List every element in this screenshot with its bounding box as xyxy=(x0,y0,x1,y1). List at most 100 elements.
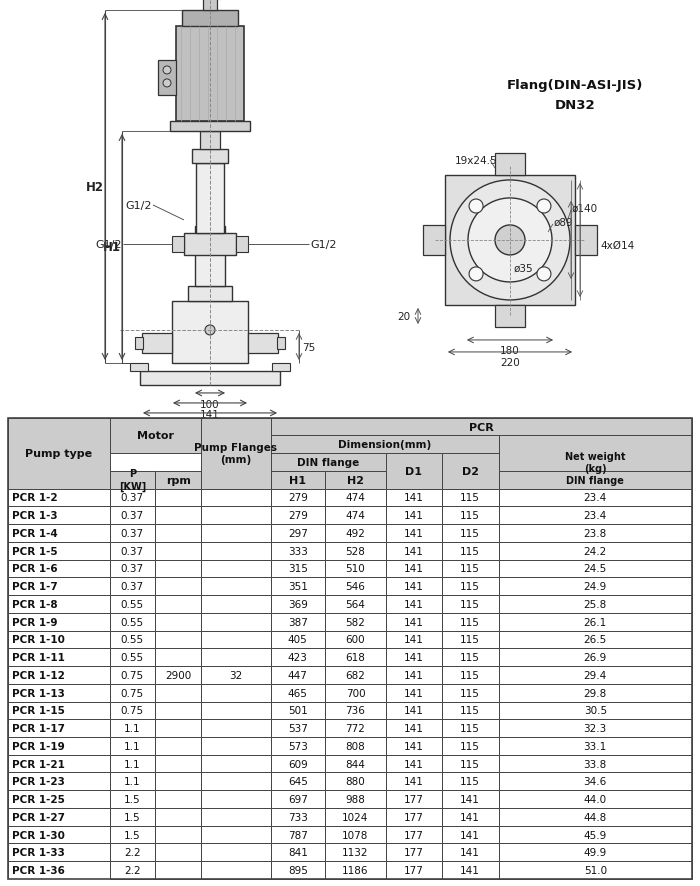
Text: 115: 115 xyxy=(461,705,480,716)
Bar xyxy=(499,525,692,542)
Text: 141: 141 xyxy=(404,758,424,769)
Text: 4xØ14: 4xØ14 xyxy=(600,241,634,251)
Text: PCR 1-9: PCR 1-9 xyxy=(13,617,58,627)
Text: 141: 141 xyxy=(404,723,424,734)
Text: 177: 177 xyxy=(404,865,424,875)
Bar xyxy=(499,471,692,489)
Text: 2.2: 2.2 xyxy=(124,847,141,858)
Text: 141: 141 xyxy=(200,409,220,419)
Text: 250: 250 xyxy=(200,419,220,430)
Bar xyxy=(442,666,499,684)
Bar xyxy=(109,719,155,737)
Text: 177: 177 xyxy=(404,829,424,840)
Bar xyxy=(8,666,109,684)
Text: 1.1: 1.1 xyxy=(124,758,141,769)
Bar xyxy=(8,542,109,560)
Bar xyxy=(271,471,325,489)
Bar xyxy=(271,542,325,560)
Bar xyxy=(271,719,325,737)
Bar xyxy=(325,666,386,684)
Text: 220: 220 xyxy=(500,358,520,368)
Bar xyxy=(176,27,244,121)
Bar xyxy=(499,826,692,843)
Bar xyxy=(158,61,176,96)
Text: 0.75: 0.75 xyxy=(121,688,144,698)
Bar xyxy=(271,861,325,879)
Text: 880: 880 xyxy=(346,776,365,787)
Text: 1132: 1132 xyxy=(342,847,369,858)
Text: G1/2: G1/2 xyxy=(310,240,337,250)
Bar xyxy=(109,826,155,843)
Bar xyxy=(325,631,386,649)
Bar xyxy=(442,737,499,755)
Bar xyxy=(499,542,692,560)
Text: 736: 736 xyxy=(346,705,365,716)
Text: PCR 1-19: PCR 1-19 xyxy=(13,741,65,751)
Bar xyxy=(201,578,271,595)
Bar xyxy=(155,613,201,631)
Bar xyxy=(325,826,386,843)
Bar xyxy=(201,702,271,719)
Bar xyxy=(155,471,201,489)
Bar xyxy=(325,773,386,790)
Bar xyxy=(8,790,109,808)
Text: 1.5: 1.5 xyxy=(124,794,141,804)
Bar xyxy=(201,489,271,507)
Text: 23.4: 23.4 xyxy=(584,493,607,503)
Bar xyxy=(109,773,155,790)
Bar xyxy=(499,808,692,826)
Bar xyxy=(8,418,109,489)
Text: 141: 141 xyxy=(404,546,424,556)
Text: 24.5: 24.5 xyxy=(584,563,607,574)
Bar xyxy=(271,631,325,649)
Text: 141: 141 xyxy=(461,865,480,875)
Bar xyxy=(271,702,325,719)
Text: 115: 115 xyxy=(461,563,480,574)
Bar xyxy=(271,826,325,843)
Bar xyxy=(155,578,201,595)
Bar xyxy=(109,507,155,525)
Bar xyxy=(201,649,271,666)
Bar xyxy=(271,595,325,613)
Bar xyxy=(8,773,109,790)
Bar xyxy=(8,631,109,649)
Bar xyxy=(271,578,325,595)
Text: 19x24.5: 19x24.5 xyxy=(455,156,498,166)
Text: PCR 1-30: PCR 1-30 xyxy=(13,829,65,840)
Bar xyxy=(442,631,499,649)
Text: 492: 492 xyxy=(346,528,365,539)
Bar xyxy=(499,631,692,649)
Text: 0.37: 0.37 xyxy=(121,546,144,556)
Bar xyxy=(109,755,155,773)
Bar xyxy=(325,471,386,489)
Text: 177: 177 xyxy=(404,847,424,858)
Bar xyxy=(386,773,442,790)
Text: 49.9: 49.9 xyxy=(584,847,607,858)
Bar xyxy=(325,578,386,595)
Bar xyxy=(325,684,386,702)
Bar xyxy=(155,666,201,684)
Bar xyxy=(325,595,386,613)
Text: 474: 474 xyxy=(346,510,365,521)
Text: 0.55: 0.55 xyxy=(121,634,144,645)
Circle shape xyxy=(163,66,171,74)
Text: 697: 697 xyxy=(288,794,308,804)
Text: 115: 115 xyxy=(461,723,480,734)
Bar xyxy=(325,613,386,631)
Bar xyxy=(201,418,271,489)
Text: 1.1: 1.1 xyxy=(124,723,141,734)
Text: 0.37: 0.37 xyxy=(121,528,144,539)
Text: 141: 141 xyxy=(404,493,424,503)
Bar xyxy=(155,737,201,755)
Text: 24.2: 24.2 xyxy=(584,546,607,556)
Text: 423: 423 xyxy=(288,652,308,663)
Bar xyxy=(271,790,325,808)
Text: 25.8: 25.8 xyxy=(584,599,607,610)
Bar xyxy=(271,613,325,631)
Text: 141: 141 xyxy=(404,617,424,627)
Bar xyxy=(201,666,271,684)
Bar xyxy=(442,560,499,578)
Bar xyxy=(442,843,499,861)
Text: 988: 988 xyxy=(346,794,365,804)
Text: 841: 841 xyxy=(288,847,308,858)
